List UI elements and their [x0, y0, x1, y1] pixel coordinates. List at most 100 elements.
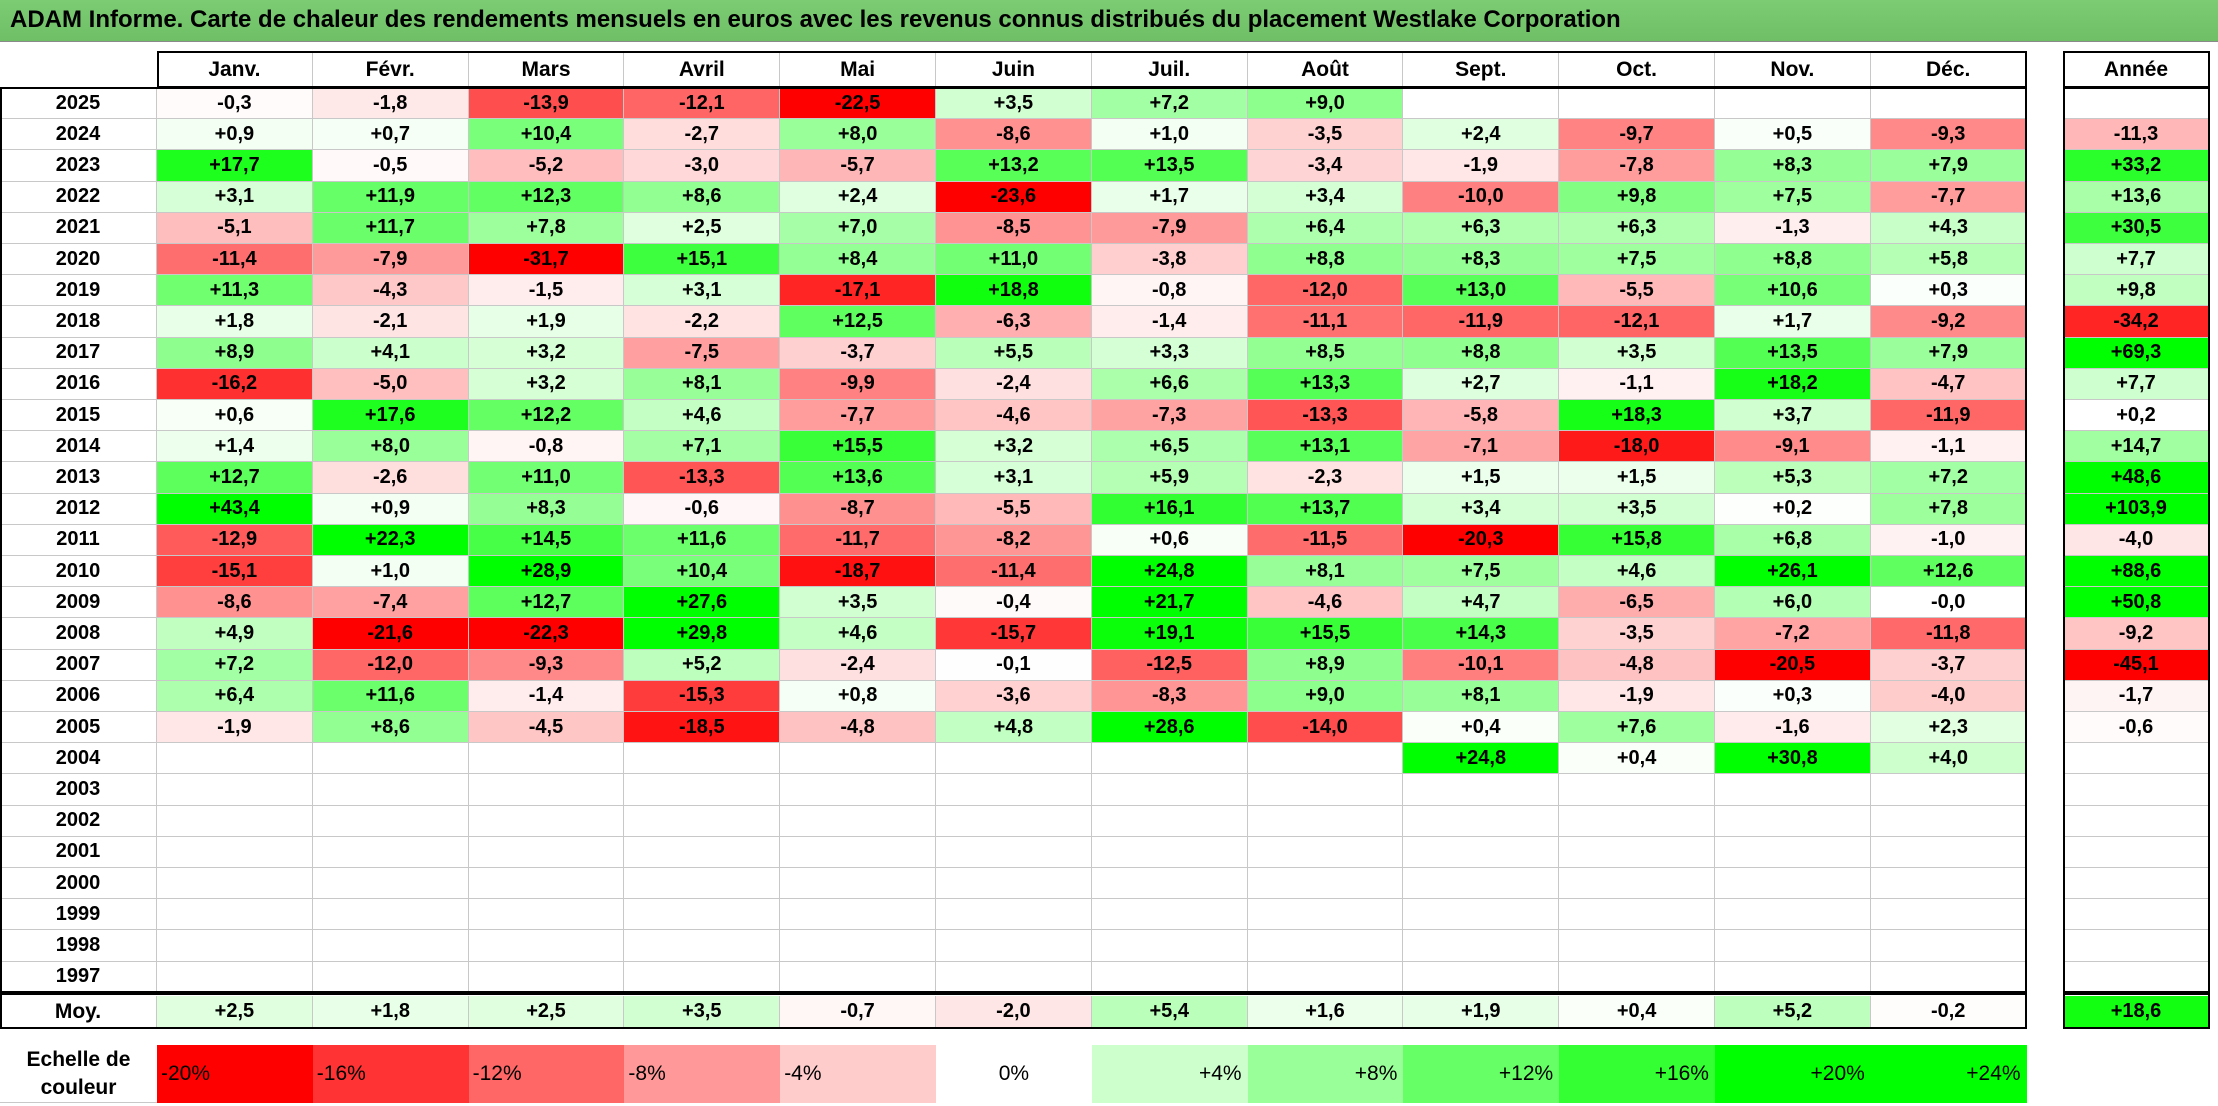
heatmap-cell: +7,5	[1715, 181, 1871, 213]
heatmap-cell: +7,8	[1870, 493, 2027, 525]
heatmap-cell: -1,4	[468, 680, 625, 712]
heatmap-cell: -0,5	[312, 150, 469, 182]
heatmap-cell: -0,8	[1091, 275, 1248, 307]
heatmap-cell: -1,6	[1715, 712, 1871, 744]
row-year-label: 2017	[0, 337, 157, 369]
heatmap-cell: +1,0	[1091, 119, 1248, 151]
heatmap-cell	[780, 868, 936, 900]
heatmap-cell	[780, 961, 936, 993]
heatmap-cell: +30,8	[1715, 743, 1871, 775]
heatmap-cell: +8,1	[1247, 556, 1404, 588]
heatmap-cell: -2,2	[624, 306, 781, 338]
row-year-label: 2018	[0, 306, 157, 338]
heatmap-cell: -2,6	[312, 462, 469, 494]
heatmap-cell: -1,1	[1559, 368, 1715, 400]
heatmap-cell	[1870, 774, 2027, 806]
heatmap-cell: +15,5	[1247, 618, 1404, 650]
heatmap-cell: +7,6	[1559, 712, 1715, 744]
heatmap-cell: -18,7	[780, 556, 936, 588]
heatmap-cell: -2,4	[780, 649, 936, 681]
heatmap-cell: +3,1	[624, 275, 781, 307]
average-cell: +5,2	[1715, 996, 1871, 1028]
heatmap-cell: -7,2	[1715, 618, 1871, 650]
heatmap-cell: -5,5	[1559, 275, 1715, 307]
heatmap-cell	[157, 743, 313, 775]
heatmap-cell	[1247, 899, 1404, 931]
heatmap-cell	[936, 868, 1092, 900]
heatmap-cell	[936, 899, 1092, 931]
heatmap-cell: +8,6	[624, 181, 781, 213]
heatmap-cell: -12,1	[1559, 306, 1715, 338]
heatmap-cell	[624, 836, 781, 868]
heatmap-cell	[1091, 961, 1248, 993]
heatmap-cell: -11,5	[1247, 524, 1404, 556]
heatmap-cell: +11,9	[312, 181, 469, 213]
heatmap-cell: -6,5	[1559, 587, 1715, 619]
heatmap-cell: +3,5	[936, 88, 1092, 120]
heatmap-cell: -13,3	[624, 462, 781, 494]
heatmap-cell: -4,8	[1559, 649, 1715, 681]
heatmap-cell: -4,5	[468, 712, 625, 744]
heatmap-cell: -9,3	[1870, 119, 2027, 151]
color-scale-step: -12%	[468, 1045, 625, 1103]
heatmap-cell: +1,7	[1715, 306, 1871, 338]
heatmap-cell	[1870, 805, 2027, 837]
heatmap-cell: +12,3	[468, 181, 625, 213]
annual-cell: +9,8	[2063, 275, 2210, 307]
heatmap-cell: -17,1	[780, 275, 936, 307]
row-year-label: 2010	[0, 556, 157, 588]
heatmap-cell: +7,2	[157, 649, 313, 681]
heatmap-cell: +8,3	[1715, 150, 1871, 182]
heatmap-cell: +5,9	[1091, 462, 1248, 494]
heatmap-cell: +8,6	[312, 712, 469, 744]
row-year-label: 2013	[0, 462, 157, 494]
heatmap-cell: -3,5	[1559, 618, 1715, 650]
heatmap-cell: +5,3	[1715, 462, 1871, 494]
heatmap-cell: +8,0	[780, 119, 936, 151]
heatmap-cell: -1,8	[312, 88, 469, 120]
heatmap-cell: +7,9	[1870, 337, 2027, 369]
column-header: Mars	[468, 52, 625, 88]
heatmap-cell: +3,2	[468, 337, 625, 369]
heatmap-cell	[157, 774, 313, 806]
heatmap-cell: -13,3	[1247, 400, 1404, 432]
heatmap-cell	[1715, 88, 1871, 120]
heatmap-cell: +4,0	[1870, 743, 2027, 775]
heatmap-cell	[936, 836, 1092, 868]
heatmap-cell: -8,5	[936, 212, 1092, 244]
heatmap-cell: -8,3	[1091, 680, 1248, 712]
heatmap-cell: +27,6	[624, 587, 781, 619]
heatmap-cell	[1403, 88, 1560, 120]
annual-cell: +88,6	[2063, 556, 2210, 588]
heatmap-cell: +7,1	[624, 431, 781, 463]
annual-cell	[2063, 961, 2210, 993]
heatmap-cell	[780, 899, 936, 931]
average-cell: +2,5	[157, 996, 313, 1028]
annual-cell: +69,3	[2063, 337, 2210, 369]
heatmap-cell	[1870, 961, 2027, 993]
heatmap-cell: +11,6	[624, 524, 781, 556]
row-year-label: 2006	[0, 680, 157, 712]
heatmap-cell: +2,4	[780, 181, 936, 213]
annual-cell: +0,2	[2063, 400, 2210, 432]
heatmap-cell: +7,8	[468, 212, 625, 244]
heatmap-cell: -0,6	[624, 493, 781, 525]
heatmap-cell	[1559, 961, 1715, 993]
title-bar: ADAM Informe. Carte de chaleur des rende…	[0, 0, 2218, 42]
heatmap-cell: +16,1	[1091, 493, 1248, 525]
heatmap-cell	[1870, 836, 2027, 868]
heatmap-cell: -2,1	[312, 306, 469, 338]
average-cell: +5,4	[1091, 996, 1248, 1028]
heatmap-cell: -9,2	[1870, 306, 2027, 338]
heatmap-cell	[1559, 805, 1715, 837]
heatmap-cell	[468, 899, 625, 931]
row-year-label: 2015	[0, 400, 157, 432]
heatmap-cell: +11,6	[312, 680, 469, 712]
row-year-label: 2025	[0, 88, 157, 120]
heatmap-cell: +19,1	[1091, 618, 1248, 650]
heatmap-cell: +3,4	[1403, 493, 1560, 525]
column-header: Août	[1247, 52, 1404, 88]
heatmap-cell	[1091, 743, 1248, 775]
heatmap-cell: -1,4	[1091, 306, 1248, 338]
heatmap-cell: +10,4	[624, 556, 781, 588]
